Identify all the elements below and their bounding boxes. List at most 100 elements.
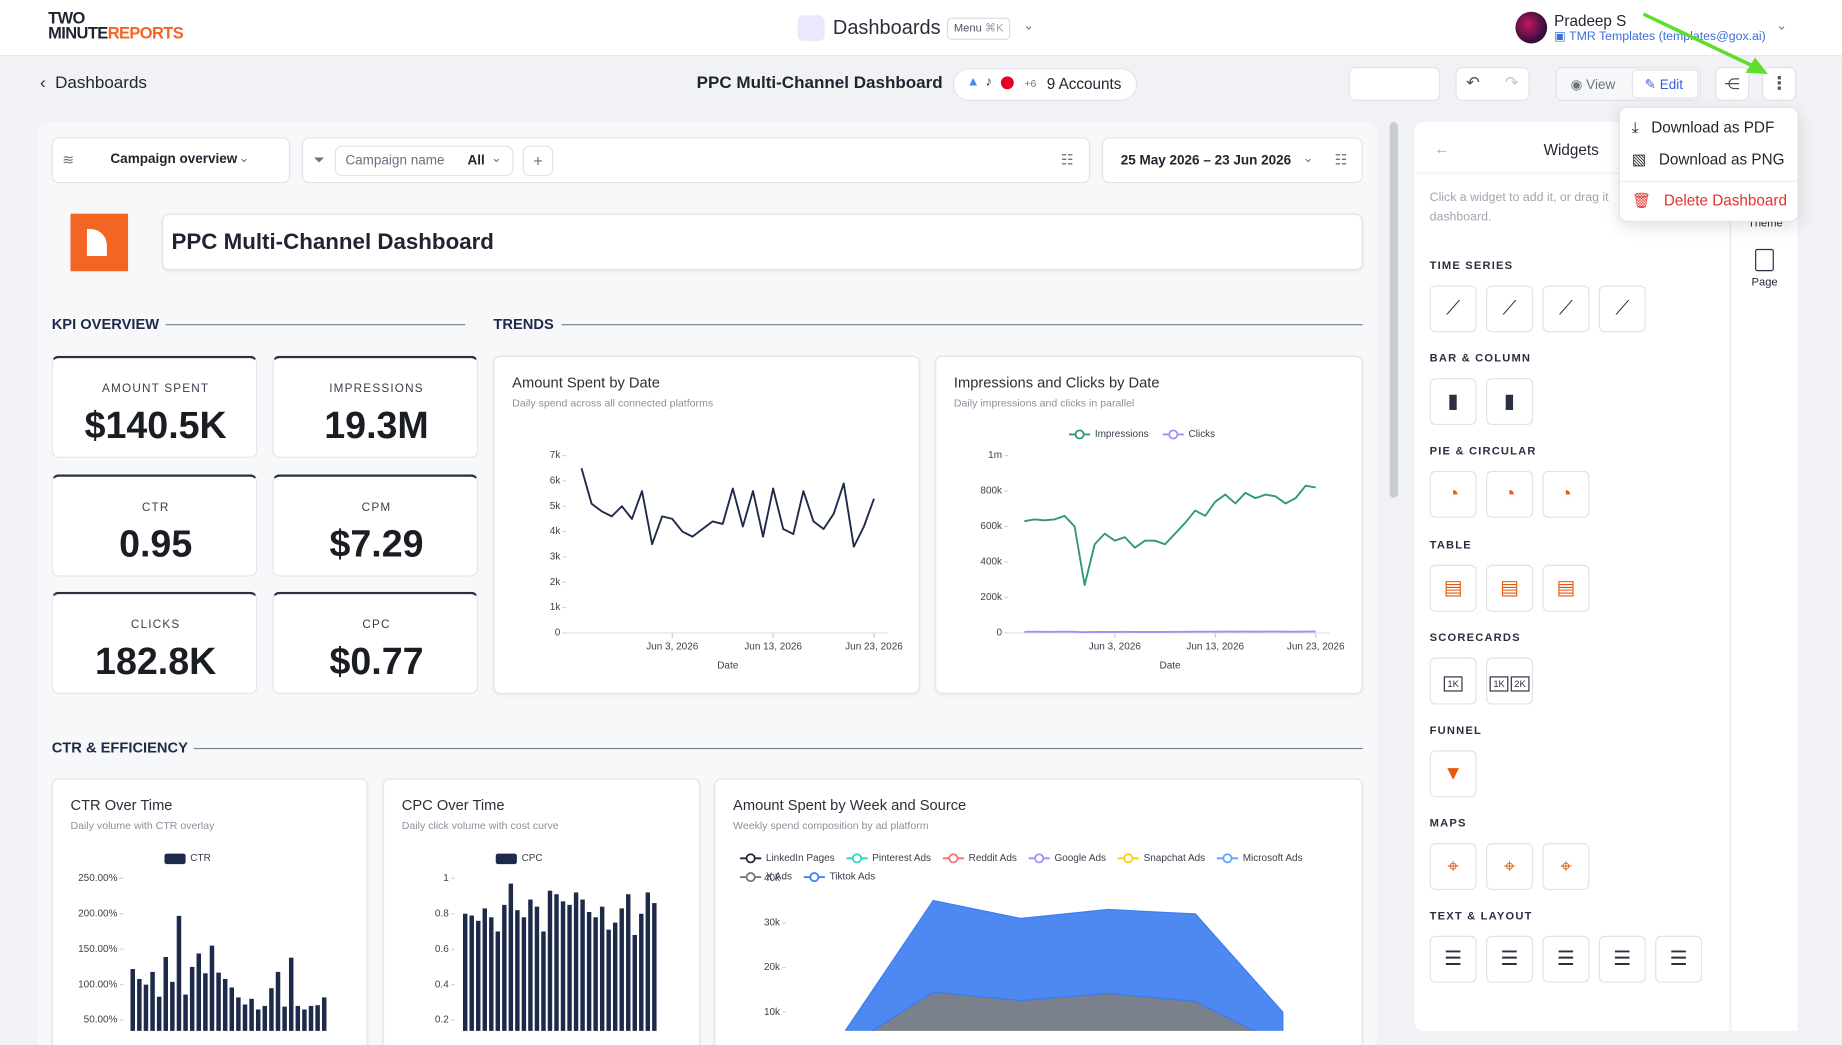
more-button[interactable]: ⋮ [1762,66,1797,101]
y-tick-label: 100.00% [78,979,118,990]
widget-icon[interactable]: ⟋ [1429,285,1477,333]
kpi-card: CPC $0.77 [272,591,479,694]
widget-icon[interactable]: ⌖ [1429,843,1477,891]
widget-icon[interactable]: 1K [1429,657,1477,705]
chart-plot: 50.00% 100.00% 150.00% 200.00% 250.00% CTR [78,853,327,1031]
widget-icon[interactable]: ◔ [1486,471,1534,519]
widget-icon[interactable]: ☰ [1655,936,1703,984]
filter-chip[interactable]: Campaign name All ⌄ [334,145,514,177]
accounts-pill[interactable]: ▲ ♪ +6 9 Accounts [952,68,1138,101]
legend-item: LinkedIn Pages [740,853,835,864]
widget-icon[interactable]: ⌖ [1542,843,1590,891]
kpi-card: AMOUNT SPENT $140.5K [51,355,258,458]
scrollbar[interactable] [1389,122,1398,498]
undo[interactable]: ↶ [1466,72,1480,92]
legend-label: Tiktok Ads [830,872,876,883]
page-icon[interactable] [1755,248,1774,272]
widget-icon[interactable]: ▼ [1429,750,1477,798]
settings-icon[interactable]: ☷ [1060,151,1074,168]
bar [586,911,592,1031]
add-filter[interactable]: + [522,145,554,177]
bar [209,945,215,1031]
widget-icon[interactable]: ⟋ [1598,285,1646,333]
legend-marker [809,872,820,883]
bar [541,931,546,1031]
bar [156,996,162,1031]
bar [295,1005,301,1031]
side-label[interactable]: Page [1751,275,1778,289]
share-button[interactable]: ⋲ [1715,66,1750,101]
kpi-label: IMPRESSIONS [329,382,424,396]
group-label: SCORECARDS [1429,631,1521,645]
chevron[interactable]: ⌄ [1776,18,1788,33]
bar [262,1005,268,1031]
bar [534,906,540,1031]
bar [143,984,149,1031]
x-tick-label: Jun 3, 2026 [646,642,699,653]
bar [482,908,487,1031]
scorecard-text: 1K [1489,676,1509,692]
widget-icon[interactable]: ☰ [1486,936,1534,984]
widget-icon[interactable]: ☰ [1598,936,1646,984]
y-tick-label: 0 [997,628,1003,639]
bar [269,988,274,1031]
bar [288,957,294,1031]
bar [593,917,598,1031]
edit-button[interactable]: ✎ Edit [1631,69,1699,99]
widget-icon[interactable]: ▤ [1486,564,1534,612]
widget-icon[interactable]: ☰ [1429,936,1477,984]
menu-chip[interactable]: Menu ⌘K [946,17,1011,40]
y-tick-label: 150.00% [78,944,118,955]
source-icon [1000,76,1014,90]
bar [521,917,527,1031]
y-tick-label: 400k [980,557,1002,568]
back-link[interactable]: ‹ Dashboards [39,73,147,93]
menu-item[interactable]: 🗑 Delete Dashboard [1631,191,1787,210]
avatar[interactable] [1515,11,1548,44]
date-range[interactable]: 25 May 2026 – 23 Jun 2026 ⌄ ☷ [1101,137,1363,184]
chart-title: CPC Over Time [401,797,505,814]
widget-icon[interactable]: ▮ [1429,378,1477,426]
y-tick-label: 200.00% [78,908,118,919]
menu-item[interactable]: ⤓ Download as PDF [1631,118,1775,137]
bar [315,1005,320,1031]
y-tick-label: 10k [764,1007,780,1018]
y-tick-label: 1m [988,450,1002,461]
menu-item[interactable]: ▧ Download as PNG [1631,150,1785,168]
logo[interactable]: TWO MINUTEREPORTS [48,9,184,41]
view-button[interactable]: ◉ View [1570,78,1616,93]
legend-swatch [495,853,517,865]
y-tick-label: 200k [980,592,1002,603]
panel-back[interactable]: ← [1434,139,1450,158]
nav-title[interactable]: Dashboards [832,16,941,39]
x-tick-label: Jun 23, 2026 [845,642,903,653]
bar [275,971,281,1031]
kpi-card: CTR 0.95 [51,474,258,577]
widget-icon[interactable]: 1K 2K [1486,657,1534,705]
bar [183,994,188,1031]
redo[interactable]: ↷ [1504,72,1519,92]
widget-icon[interactable]: ◔ [1429,471,1477,519]
widget-icon[interactable]: ⟋ [1542,285,1590,333]
data-line [580,467,875,548]
widget-icon[interactable]: ◔ [1542,471,1590,519]
y-tick-label: 1 [443,873,449,884]
widget-icon[interactable]: ▮ [1486,378,1534,426]
bar [515,910,520,1031]
bar [554,894,559,1031]
widget-icon[interactable]: ▤ [1542,564,1590,612]
widget-icon[interactable]: ⌖ [1486,843,1534,891]
widget-icon[interactable]: ▤ [1429,564,1477,612]
legend-marker [745,853,756,864]
back-label: Dashboards [55,73,147,93]
title-block: PPC Multi-Channel Dashboard [162,213,1363,271]
widget-icon[interactable]: ⟋ [1486,285,1534,333]
view-label: View [1586,78,1616,93]
panel-hint: Click a widget to add it, or drag it [1429,190,1609,205]
chevron[interactable]: ⌄ [1023,18,1035,33]
page-selector[interactable]: ≋ Campaign overview ⌄ [51,137,291,184]
bar [176,915,182,1031]
bar [137,978,142,1031]
widget-icon[interactable]: ☰ [1542,936,1590,984]
group-label: TEXT & LAYOUT [1429,910,1533,924]
